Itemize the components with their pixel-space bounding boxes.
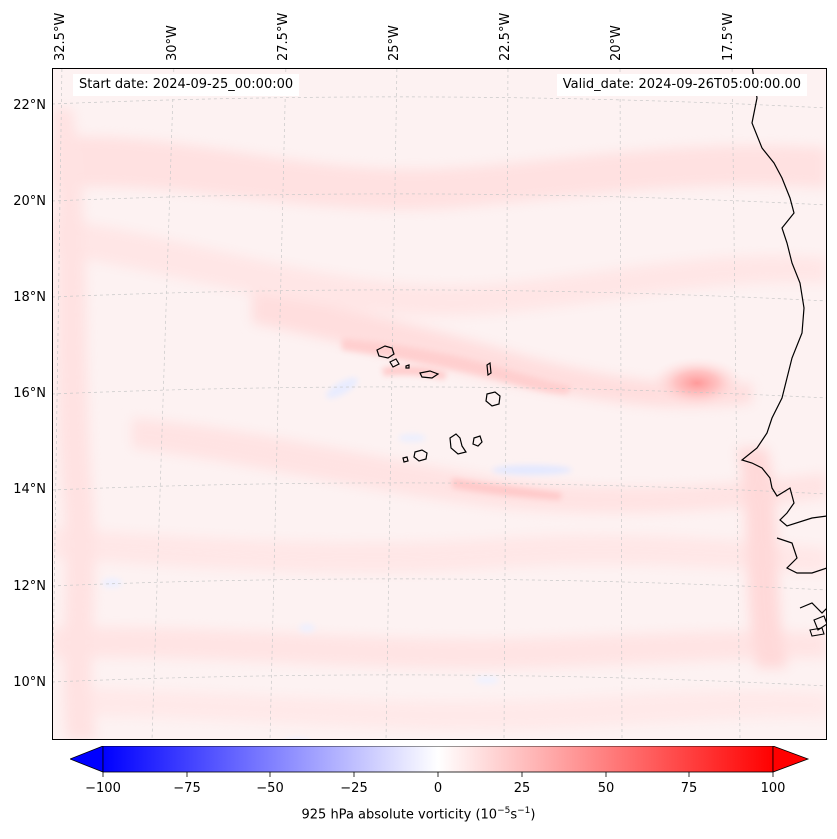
vorticity-hotspot xyxy=(649,357,745,409)
start-date-label: Start date: 2024-09-25_00:00:00 xyxy=(73,74,300,96)
colorbar-title-close: ) xyxy=(530,807,536,823)
colorbar-tick-label: 100 xyxy=(760,781,786,796)
colorbar-min-extend xyxy=(70,746,104,773)
colorbar-title-exponent: −5 xyxy=(497,806,511,816)
colorbar-tick-label: −100 xyxy=(85,781,121,796)
lon-label-17-5w: 17.5°W xyxy=(721,12,736,61)
vorticity-field xyxy=(52,68,827,740)
cape-verde-islands xyxy=(376,345,501,463)
west-africa-coastline xyxy=(740,68,827,614)
valid-date-label: Valid_date: 2024-09-26T05:00:00.00 xyxy=(556,74,807,96)
colorbar-tick-label: −75 xyxy=(173,781,201,796)
colorbar-tick-label: 50 xyxy=(597,781,615,796)
colorbar-gradient xyxy=(102,746,774,773)
lat-label-10n: 10°N xyxy=(13,675,46,690)
lat-label-14n: 14°N xyxy=(13,482,46,497)
colorbar-tick-label: −50 xyxy=(256,781,284,796)
vorticity-map xyxy=(52,68,827,740)
colorbar-tick-label: 25 xyxy=(513,781,531,796)
colorbar-title: 925 hPa absolute vorticity (10−5s−1) xyxy=(0,806,837,822)
graticule xyxy=(52,68,827,740)
west-africa-islets xyxy=(809,615,827,637)
lat-label-12n: 12°N xyxy=(13,579,46,594)
colorbar xyxy=(70,746,810,777)
colorbar-tick-label: 0 xyxy=(433,781,443,796)
colorbar-title-text: 925 hPa absolute vorticity (10 xyxy=(301,807,498,823)
lat-label-22n: 22°N xyxy=(13,98,46,113)
lon-label-22-5w: 22.5°W xyxy=(498,12,513,61)
colorbar-tick-marks xyxy=(102,772,774,777)
colorbar-title-exponent: −1 xyxy=(517,806,531,816)
negative-vorticity-patches xyxy=(102,377,572,740)
map-border xyxy=(52,68,827,740)
lon-label-30w: 30°W xyxy=(165,25,180,61)
lon-label-27-5w: 27.5°W xyxy=(276,12,291,61)
lon-label-32-5w: 32.5°W xyxy=(53,12,68,61)
lon-label-20w: 20°W xyxy=(609,25,624,61)
lon-label-25w: 25°W xyxy=(387,25,402,61)
colorbar-tick-label: −25 xyxy=(340,781,368,796)
lat-label-20n: 20°N xyxy=(13,194,46,209)
colorbar-tick-label: 75 xyxy=(680,781,698,796)
lat-label-16n: 16°N xyxy=(13,386,46,401)
lat-label-18n: 18°N xyxy=(13,290,46,305)
colorbar-title-unit: s xyxy=(510,807,518,823)
colorbar-max-extend xyxy=(772,746,810,773)
